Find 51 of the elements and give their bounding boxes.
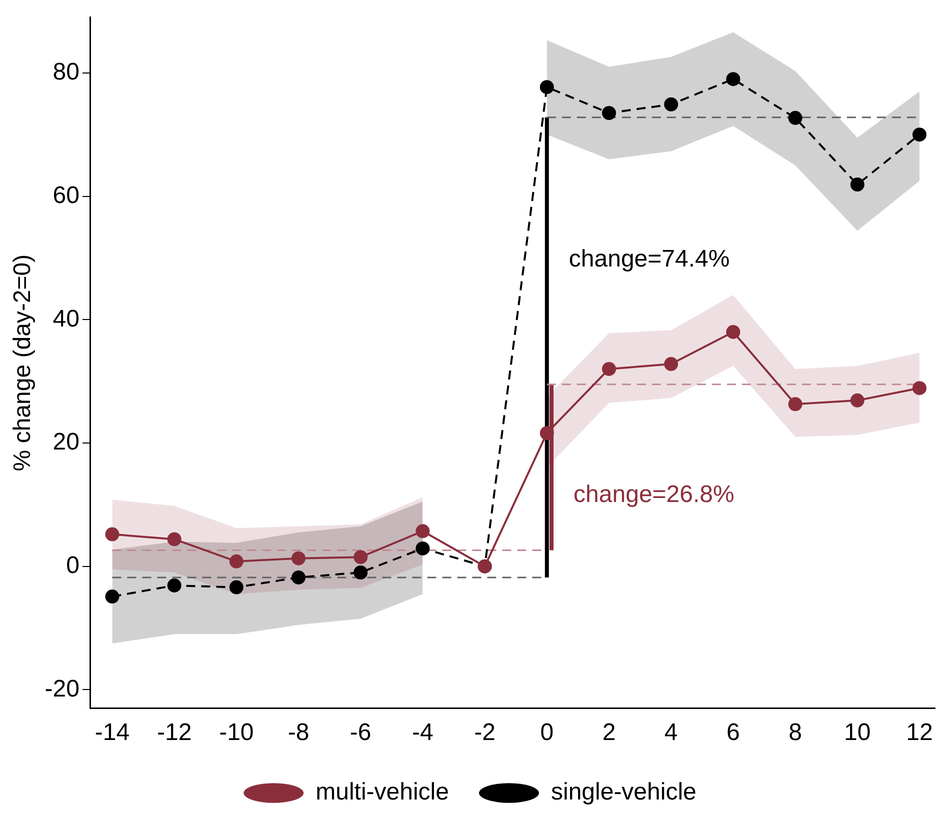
- x-tick-label: -12: [156, 719, 192, 746]
- point: [105, 590, 120, 604]
- point: [788, 397, 802, 412]
- point: [354, 550, 368, 564]
- point: [788, 110, 802, 125]
- point: [540, 80, 554, 94]
- x-tick-label: -10: [219, 719, 254, 746]
- y-tick-label: 80: [52, 58, 80, 86]
- x-tick-label: -14: [94, 719, 130, 746]
- y-tick-label: 40: [52, 305, 80, 332]
- point: [167, 532, 182, 546]
- x-tick-label: 4: [664, 719, 678, 746]
- point: [292, 570, 306, 584]
- annotation: change=74.4%: [568, 246, 730, 273]
- x-tick-label: 12: [906, 719, 933, 746]
- point: [850, 178, 864, 192]
- point: [912, 381, 926, 396]
- x-tick-label: 2: [602, 719, 616, 746]
- y-tick-label: 60: [52, 182, 80, 209]
- point: [664, 357, 678, 372]
- point: [726, 324, 740, 339]
- point: [167, 578, 182, 592]
- point: [850, 393, 864, 408]
- point: [292, 551, 306, 566]
- y-tick-label: 0: [66, 552, 80, 579]
- y-axis-title: % change (day-2=0): [9, 254, 36, 472]
- annotation: change=26.8%: [574, 481, 734, 508]
- point: [602, 106, 616, 120]
- point: [912, 128, 926, 142]
- point: [726, 72, 740, 86]
- point: [664, 97, 678, 112]
- point: [416, 524, 430, 538]
- legend-label: single-vehicle: [550, 778, 696, 806]
- y-tick-label: -20: [44, 675, 80, 702]
- point: [602, 362, 616, 376]
- point: [354, 566, 368, 580]
- x-tick-label: 0: [540, 719, 554, 746]
- x-tick-label: -6: [350, 719, 372, 746]
- point: [229, 580, 244, 594]
- x-tick-label: -2: [474, 719, 496, 746]
- x-tick-label: -8: [288, 719, 310, 746]
- x-tick-label: 6: [726, 719, 740, 746]
- y-tick-label: 20: [52, 428, 80, 456]
- point: [105, 527, 120, 542]
- x-tick-label: 10: [844, 719, 871, 746]
- point: [229, 554, 244, 568]
- legend-label: multi-vehicle: [316, 778, 449, 806]
- point: [540, 426, 554, 440]
- x-tick-label: -4: [412, 719, 434, 746]
- x-tick-label: 8: [788, 719, 802, 746]
- point: [416, 541, 430, 556]
